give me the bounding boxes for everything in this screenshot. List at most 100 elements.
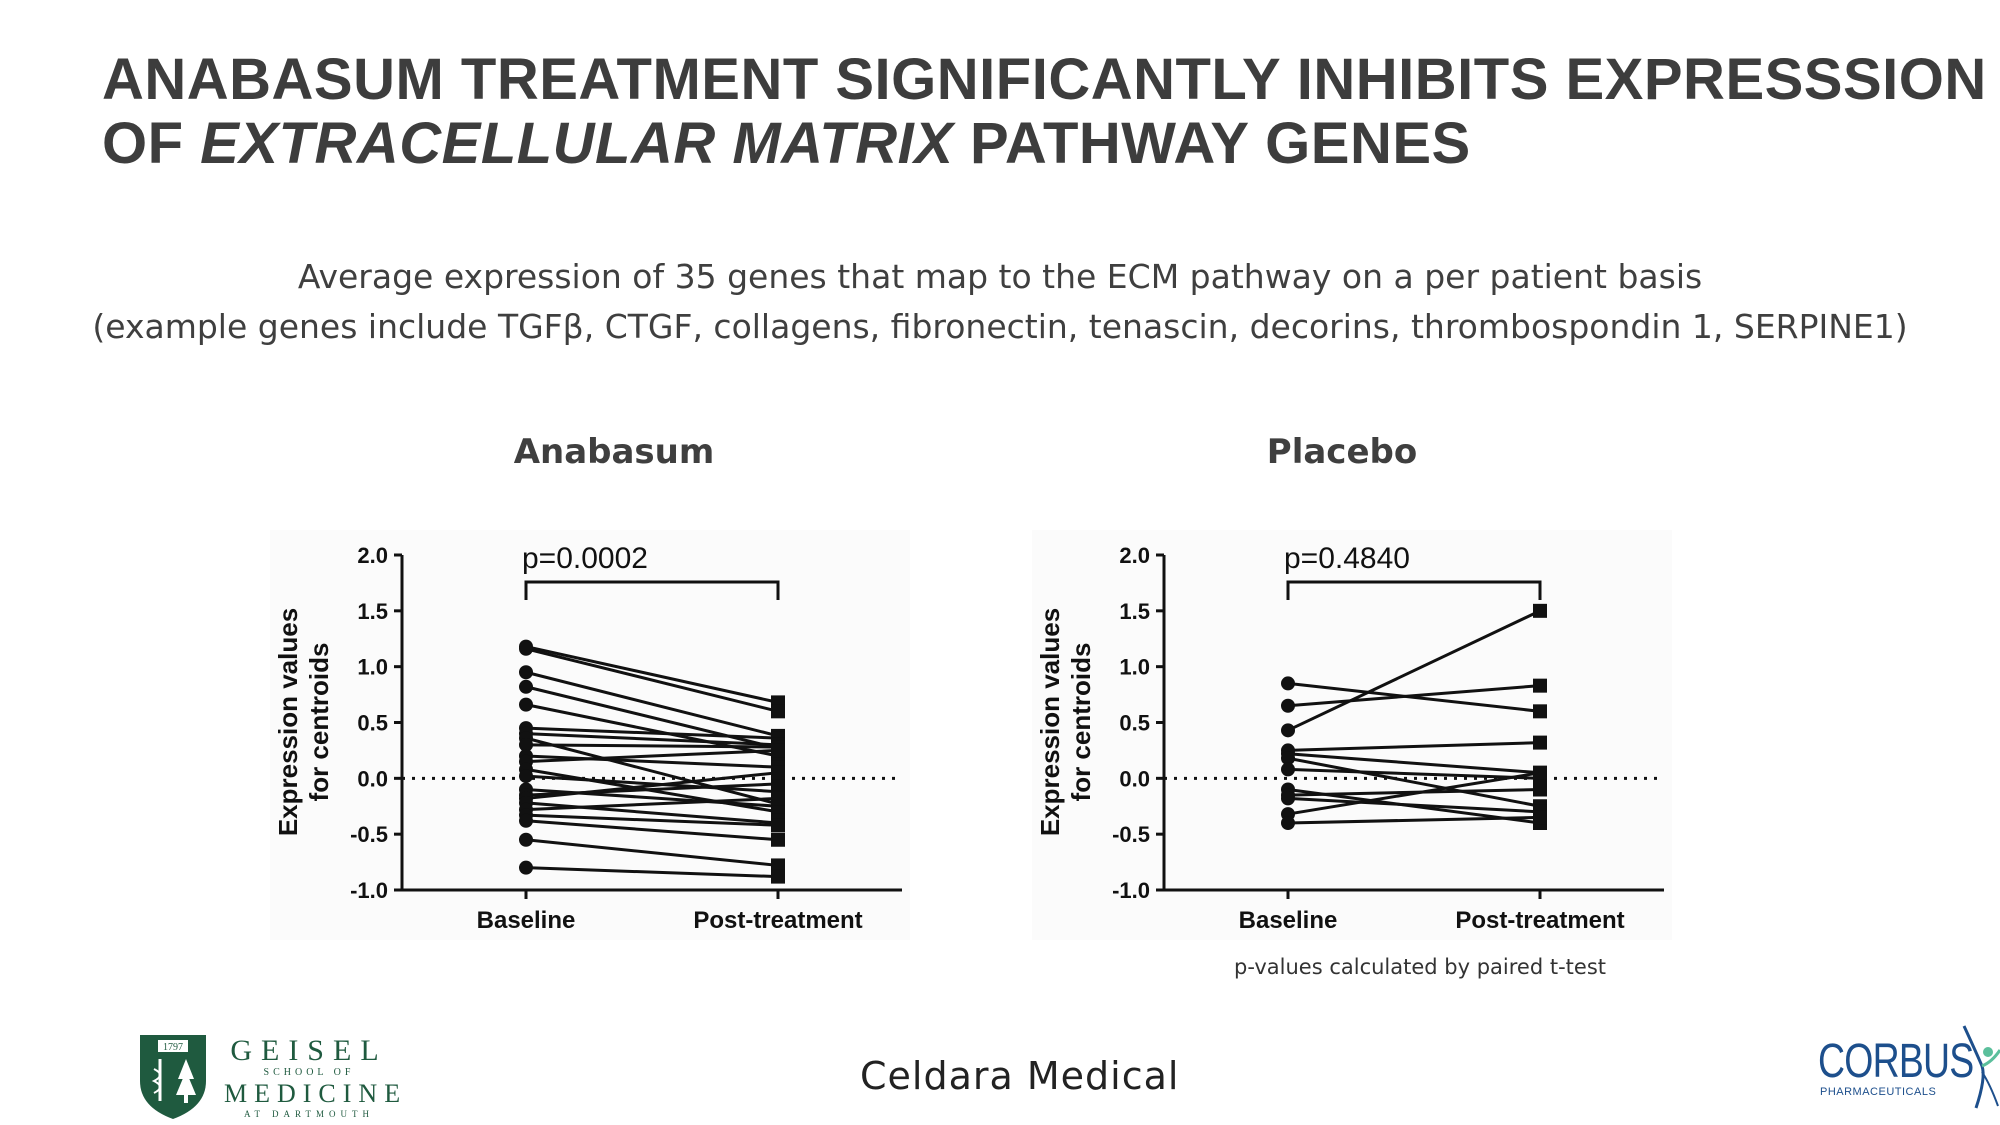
title-italic: EXTRACELLULAR MATRIX [200,111,954,176]
placebo-chart: 2.0 1.5 1.0 0.5 0.0 -0.5 -1.0 Baseline Post-trea… [1032,530,1672,940]
y-tick-label: 1.5 [1119,599,1150,624]
geisel-line-4: AT DARTMOUTH [243,1109,375,1119]
anabasum-chart: 2.0 1.5 1.0 0.5 0.0 -0.5 -1.0 Baseline Post-trea… [270,530,910,940]
title-line-2: OF EXTRACELLULAR MATRIX PATHWAY GENES [102,112,1982,176]
post-treatment-point [1533,603,1547,618]
y-tick-label: -0.5 [350,822,388,847]
geisel-wordmark: GEISEL SCHOOL OF MEDICINE AT DARTMOUTH [224,1034,400,1120]
patient-line [525,732,779,747]
y-axis-label-line-1: Expression values [273,608,303,836]
post-treatment-point [771,791,785,806]
y-tick-label: 0.0 [357,766,388,791]
patient-line [525,736,779,806]
baseline-point [519,769,533,784]
patient-line [525,819,779,842]
x-tick-label: Post-treatment [1455,907,1624,934]
baseline-point [519,737,533,752]
subtitle-line-1: Average expression of 35 genes that map … [297,257,1703,296]
title-prefix: OF [102,111,201,176]
subtitle-line-2: (example genes include TGFβ, CTGF, colla… [92,307,1908,346]
x-tick-label: Baseline [477,907,576,934]
y-tick-label: 1.0 [357,655,388,680]
patient-line [525,813,779,827]
post-treatment-point [1533,704,1547,719]
patient-line [1287,609,1541,732]
significance-bracket [1286,580,1542,600]
patient-line [525,743,779,749]
baseline-point [1281,723,1295,738]
patient-line [1287,815,1541,825]
y-tick-label: 0.5 [1119,711,1150,736]
y-axis-label-line-1: Expression values [1035,608,1065,836]
corbus-wordmark: CORBUS [1818,1035,1974,1088]
y-axis-label-line-2: for centroids [1066,643,1096,802]
y-axis-label-line-2: for centroids [304,643,334,802]
baseline-point [1281,762,1295,777]
baseline-point [519,679,533,694]
baseline-point [1281,676,1295,691]
patient-line [525,838,779,867]
y-tick-label: -1.0 [350,878,388,903]
corbus-figure-icon [1962,1025,2000,1109]
y-tick-label: 1.0 [1119,655,1150,680]
y-tick-label: 2.0 [357,543,388,568]
y-tick-label: 0.5 [357,711,388,736]
corbus-subtitle: PHARMACEUTICALS [1820,1086,1937,1098]
p-value-label: p=0.0002 [522,542,648,575]
patient-line [525,647,779,713]
post-treatment-point [771,743,785,758]
x-tick-label: Baseline [1239,907,1338,934]
patient-line [1287,752,1541,775]
post-treatment-point [771,832,785,847]
patient-line [525,645,779,704]
post-treatment-point [771,818,785,833]
patient-line [525,748,779,764]
post-treatment-point [771,704,785,719]
post-treatment-point [1533,735,1547,750]
baseline-point [1281,698,1295,713]
title-line-1: ANABASUM TREATMENT SIGNIFICANTLY INHIBIT… [102,47,1987,112]
x-tick-label: Post-treatment [693,907,862,934]
post-treatment-point [1533,678,1547,693]
p-value-label: p=0.4840 [1284,542,1410,575]
geisel-logo: 1797 GEISEL SCHOOL OF MEDICINE AT DARTMO… [136,1024,406,1124]
patient-line [525,726,779,740]
baseline-point [519,697,533,712]
title-suffix: PATHWAY GENES [953,111,1471,176]
post-treatment-point [771,869,785,884]
patient-line [525,774,779,794]
baseline-point [1281,816,1295,830]
patient-line [525,754,779,769]
chart-title-placebo: Placebo [1266,432,1418,472]
y-tick-label: -1.0 [1112,878,1150,903]
baseline-point [1281,751,1295,766]
slide-subtitle: Average expression of 35 genes that map … [0,252,2000,352]
patient-line [1287,796,1541,814]
y-tick-label: 2.0 [1119,543,1150,568]
patient-line [1287,741,1541,752]
patient-line [1287,771,1541,816]
post-treatment-point [1533,782,1547,797]
patient-line [1287,684,1541,708]
patient-line [525,670,779,738]
post-treatment-point [771,776,785,791]
baseline-point [519,641,533,656]
baseline-point [519,665,533,680]
y-tick-label: 1.5 [357,599,388,624]
post-treatment-point [1533,765,1547,780]
baseline-point [519,832,533,847]
corbus-logo: CORBUS PHARMACEUTICALS [1818,1022,2000,1112]
celdara-logo: Celdara Medical [860,1054,1180,1098]
baseline-point [519,813,533,828]
patient-line [525,771,779,800]
geisel-shield-icon: 1797 [140,1035,206,1119]
patient-line [1287,681,1541,713]
geisel-line-1: GEISEL [230,1034,388,1067]
patient-line [1287,767,1541,780]
slide-title: ANABASUM TREATMENT SIGNIFICANTLY INHIBIT… [102,47,1987,176]
y-tick-label: 0.0 [1119,766,1150,791]
baseline-point [519,860,533,875]
geisel-line-2: SCHOOL OF [263,1067,355,1078]
post-treatment-point [771,858,785,873]
baseline-point [1281,791,1295,806]
